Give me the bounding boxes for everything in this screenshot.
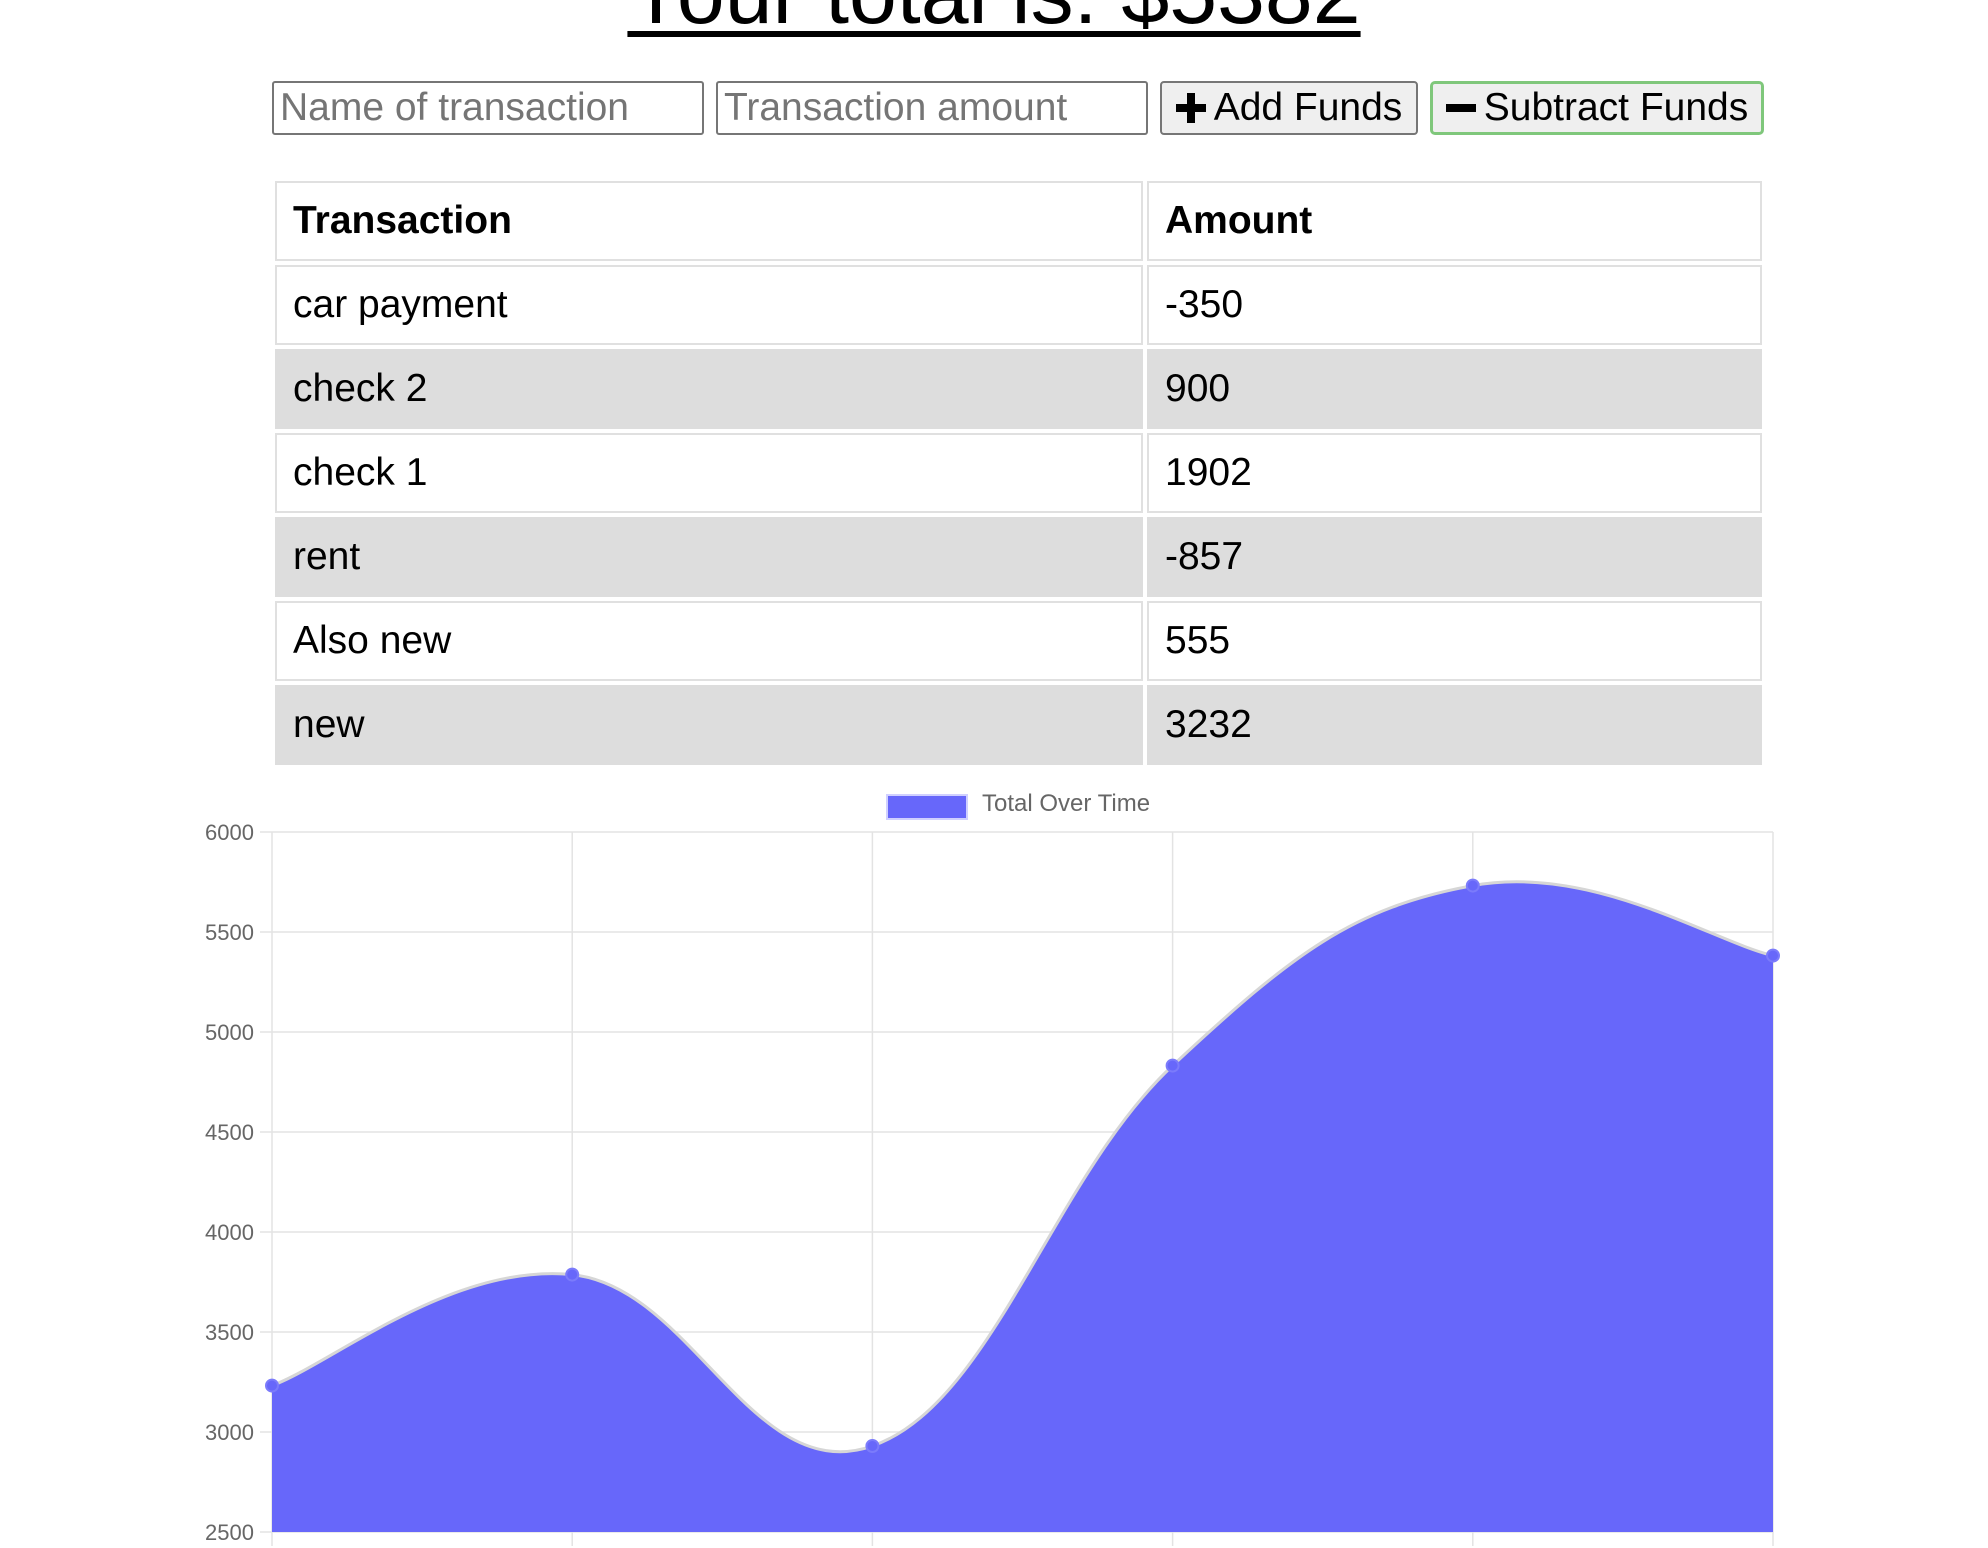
transaction-name: check 2 — [275, 349, 1143, 429]
y-tick-label: 3000 — [205, 1420, 254, 1445]
transaction-amount-input[interactable] — [716, 81, 1148, 135]
minus-icon — [1445, 93, 1476, 123]
table-header-row: Transaction Amount — [275, 181, 1762, 261]
y-tick-label: 4000 — [205, 1220, 254, 1245]
transaction-name: Also new — [275, 601, 1143, 681]
table-row: check 2 900 — [275, 349, 1762, 429]
data-point — [1766, 948, 1780, 963]
add-funds-label: Add Funds — [1213, 86, 1403, 129]
transaction-amount: -350 — [1147, 265, 1762, 345]
data-point — [565, 1267, 580, 1282]
table-row: car payment -350 — [275, 265, 1762, 345]
transaction-name: car payment — [275, 265, 1143, 345]
legend-swatch[interactable] — [886, 794, 968, 820]
transaction-name-input[interactable] — [272, 81, 704, 135]
transaction-form: Add Funds Subtract Funds — [272, 81, 1764, 135]
transaction-amount: 900 — [1147, 349, 1762, 429]
transaction-name: check 1 — [275, 433, 1143, 513]
y-tick-label: 6000 — [205, 820, 254, 845]
data-point — [865, 1439, 880, 1453]
transaction-amount: 1902 — [1147, 433, 1762, 513]
table-row: new 3232 — [275, 685, 1762, 765]
transaction-name: rent — [275, 517, 1143, 597]
subtract-funds-button[interactable]: Subtract Funds — [1430, 81, 1764, 135]
y-tick-label: 5500 — [205, 920, 254, 945]
total-over-time-chart: Total Over Time 6000 5500 5000 4500 4000 3500… — [0, 770, 1988, 1548]
table-row: Also new 555 — [275, 601, 1762, 681]
y-tick-label: 2500 — [205, 1520, 254, 1545]
y-tick-label: 3500 — [205, 1320, 254, 1345]
legend-label[interactable]: Total Over Time — [982, 790, 1151, 817]
transaction-amount: 555 — [1147, 601, 1762, 681]
transaction-amount: 3232 — [1147, 685, 1762, 765]
column-header-amount: Amount — [1147, 181, 1762, 261]
subtract-funds-label: Subtract Funds — [1483, 86, 1749, 129]
page-title: Your total is: $5382 — [0, 0, 1988, 40]
series-area — [272, 881, 1773, 1532]
y-tick-label: 5000 — [205, 1020, 254, 1045]
y-tick-label: 4500 — [205, 1120, 254, 1145]
transaction-amount: -857 — [1147, 517, 1762, 597]
data-point — [1165, 1058, 1180, 1073]
table-row: rent -857 — [275, 517, 1762, 597]
data-point — [1465, 878, 1480, 893]
data-point — [265, 1378, 279, 1393]
plus-icon — [1175, 93, 1206, 123]
series-line — [271, 880, 1774, 1454]
chart-canvas: 6000 5500 5000 4500 4000 3500 3000 2500 — [205, 820, 1780, 1546]
transactions-table: Transaction Amount car payment -350 chec… — [271, 177, 1766, 769]
add-funds-button[interactable]: Add Funds — [1160, 81, 1418, 135]
transaction-name: new — [275, 685, 1143, 765]
column-header-transaction: Transaction — [275, 181, 1143, 261]
table-row: check 1 1902 — [275, 433, 1762, 513]
